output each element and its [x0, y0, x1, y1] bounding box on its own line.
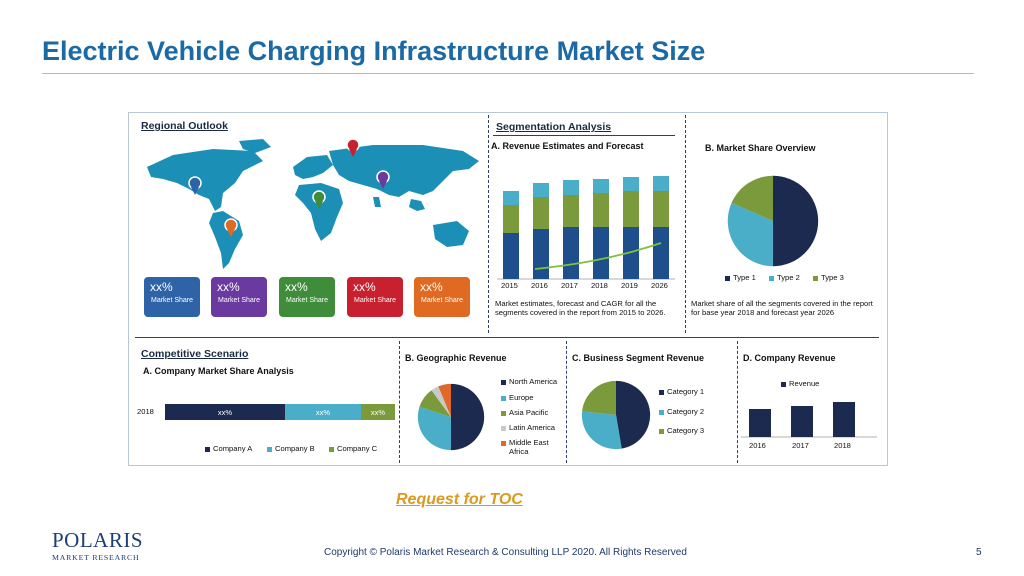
pie-slice-category3	[582, 380, 616, 415]
stacked-bar-2016	[533, 183, 549, 279]
request-toc-link[interactable]: Request for TOC	[396, 491, 523, 508]
stacked-bar-2017	[563, 180, 579, 279]
map-pin-south-america	[224, 218, 238, 237]
geo-revenue-heading: B. Geographic Revenue	[405, 353, 507, 363]
infographic-panel: Regional Outlook	[128, 112, 888, 466]
pie-slice-asia-pacific	[419, 390, 451, 417]
title-divider	[42, 73, 974, 74]
bar-segment-company-b: xx%	[285, 404, 361, 420]
bar-segment-company-c: xx%	[361, 404, 395, 420]
stacked-bar-2015	[503, 191, 519, 279]
business-segment-heading: C. Business Segment Revenue	[572, 353, 705, 363]
world-map	[147, 138, 479, 269]
stacked-bar-2018	[593, 179, 609, 279]
revenue-bar-2017	[791, 406, 813, 437]
revenue-forecast-chart	[497, 176, 675, 280]
segmentation-heading: Segmentation Analysis	[496, 121, 612, 133]
company-revenue-year: 2016	[749, 441, 766, 450]
region-tile-5: xx% Market Share	[414, 277, 470, 317]
divider-vertical	[566, 341, 567, 463]
pie-slice-middle-east-africa	[438, 383, 451, 417]
revenue-bar-2018	[833, 402, 855, 437]
divider-vertical	[399, 341, 400, 463]
map-pin-russia	[346, 138, 360, 157]
divider-horizontal	[135, 337, 879, 338]
company-revenue-legend: Revenue	[781, 379, 819, 388]
divider-vertical	[488, 115, 489, 333]
region-tile-2: xx% Market Share	[211, 277, 267, 317]
copyright-text: Copyright © Polaris Market Research & Co…	[324, 547, 687, 558]
region-tile-4: xx% Market Share	[347, 277, 403, 317]
map-pin-africa	[312, 190, 326, 209]
bar-year-label: 2018	[137, 407, 154, 416]
regional-outlook-heading: Regional Outlook	[141, 120, 228, 132]
pie-slice-type2	[727, 202, 773, 267]
company-revenue-chart	[741, 402, 877, 438]
divider-vertical	[737, 341, 738, 463]
divider-horizontal	[493, 135, 675, 136]
pie-slice-type3	[731, 175, 773, 221]
map-pin-americas	[188, 176, 202, 195]
slide-title: Electric Vehicle Charging Infrastructure…	[42, 36, 706, 66]
company-revenue-heading: D. Company Revenue	[743, 353, 836, 363]
pie-slice-category1	[616, 380, 651, 449]
revenue-forecast-heading: A. Revenue Estimates and Forecast	[491, 141, 644, 151]
region-tile-3: xx% Market Share	[279, 277, 335, 317]
market-share-heading: B. Market Share Overview	[705, 143, 816, 153]
stacked-bar-2026	[653, 176, 669, 279]
region-tile-1: xx% Market Share	[144, 277, 200, 317]
market-share-caption: Market share of all the segments covered…	[691, 299, 873, 317]
company-share-heading: A. Company Market Share Analysis	[143, 366, 294, 376]
pie-slice-europe	[417, 406, 451, 451]
business-segment-pie	[581, 380, 651, 450]
bar-segment-company-a: xx%	[165, 404, 285, 420]
pie-slice-north-america	[451, 383, 485, 451]
logo-sub-text: MARKET RESEARCH	[52, 553, 140, 562]
competitive-heading: Competitive Scenario	[141, 348, 249, 360]
map-pin-asia	[376, 170, 390, 189]
revenue-bar-2016	[749, 409, 771, 437]
stacked-bar-2019	[623, 177, 639, 279]
company-revenue-year: 2018	[834, 441, 851, 450]
company-revenue-year: 2017	[792, 441, 809, 450]
pie-slice-latin-america	[431, 386, 451, 417]
geo-revenue-pie	[417, 383, 485, 451]
revenue-year-axis: 2015 2016 2017 2018 2019 2026	[501, 281, 668, 290]
revenue-caption: Market estimates, forecast and CAGR for …	[495, 299, 666, 317]
market-share-pie	[727, 175, 819, 267]
page-number: 5	[976, 547, 982, 558]
cagr-trend-line	[534, 242, 662, 270]
company-share-bar: xx% xx% xx%	[165, 404, 395, 420]
divider-vertical	[685, 115, 686, 333]
pie-slice-type1	[773, 175, 819, 267]
pie-slice-category2	[581, 411, 622, 450]
polaris-logo: POLARIS MARKET RESEARCH	[52, 528, 143, 562]
logo-main-text: POLARIS	[52, 528, 144, 552]
